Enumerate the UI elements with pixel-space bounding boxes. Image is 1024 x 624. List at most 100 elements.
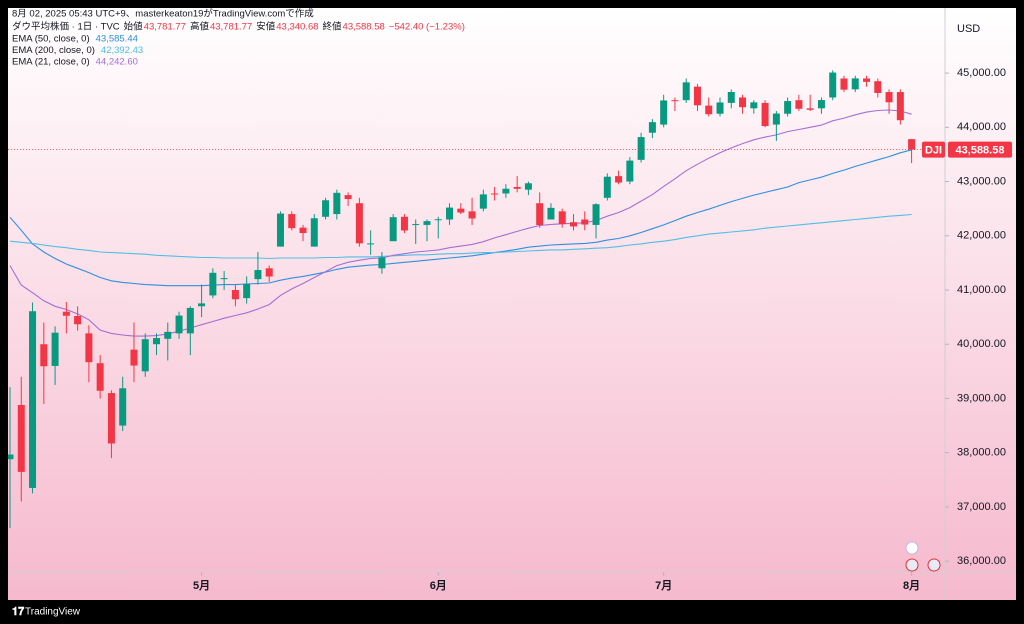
ohlc-label: 高値 [190, 21, 210, 33]
event-icon [927, 558, 941, 572]
candle-body [502, 188, 510, 194]
candle-body [107, 393, 115, 444]
candle-body [558, 211, 566, 225]
candle-body [276, 213, 284, 247]
candle-body [40, 344, 48, 367]
candle-body [547, 207, 555, 220]
ohlc-label: 安値 [256, 21, 276, 33]
candle-body [446, 207, 454, 220]
candle-body [851, 78, 859, 90]
x-tick-label: 7月 [655, 579, 672, 592]
candle-body [513, 186, 521, 189]
ohlc-value: 43,588.58 [343, 22, 385, 33]
candle-body [908, 139, 916, 150]
price-tag-bg [948, 141, 1012, 158]
symbol-title: ダウ平均株価 · 1日 · TVC [12, 21, 120, 33]
ohlc-value: 43,781.77 [144, 22, 186, 33]
candle-body [840, 78, 848, 90]
y-tick-label: 45,000.00 [957, 67, 1006, 79]
candle-body [367, 243, 375, 245]
candle-body [8, 454, 14, 460]
candle-body [772, 113, 780, 125]
candle-body [806, 108, 814, 110]
legend-label: EMA (50, close, 0) [12, 34, 90, 45]
candle-body [29, 311, 37, 488]
candle-body [355, 203, 363, 244]
candle-body [310, 218, 318, 247]
y-tick-label: 44,000.00 [957, 121, 1006, 133]
legend-label: EMA (200, close, 0) [12, 45, 95, 56]
legend-label: EMA (21, close, 0) [12, 57, 90, 68]
candle-body [784, 101, 792, 114]
candle-body [265, 268, 273, 277]
candle-body [739, 97, 747, 108]
candle-body [231, 290, 239, 300]
candle-body [524, 183, 532, 190]
ema-line [9, 109, 912, 337]
x-tick-label: 8月 [903, 579, 920, 592]
candle-body [750, 102, 758, 109]
candle-body [378, 257, 386, 269]
legend-value: 43,585.44 [96, 34, 138, 45]
candle-body [626, 160, 634, 182]
y-tick-label: 40,000.00 [957, 338, 1006, 350]
legend-value: 44,242.60 [96, 57, 138, 68]
candle-body [705, 105, 713, 115]
y-tick-label: 39,000.00 [957, 392, 1006, 404]
x-tick-label: 5月 [193, 579, 210, 592]
candle-body [727, 92, 735, 103]
candle-body [637, 137, 645, 160]
candle-body [74, 316, 82, 325]
candle-body [175, 315, 183, 334]
candle-body [62, 311, 70, 316]
candle-body [648, 122, 656, 133]
plot [8, 70, 916, 529]
candle-body [198, 303, 206, 307]
candle-body [592, 204, 600, 225]
candle-body [863, 78, 871, 82]
candle-body [682, 82, 690, 101]
candle-body [322, 200, 330, 217]
candle-body [660, 100, 668, 125]
candle-body [761, 102, 769, 127]
candle-body [423, 221, 431, 225]
candle-body [288, 214, 296, 229]
candle-body [457, 208, 465, 213]
y-tick-label: 43,000.00 [957, 175, 1006, 187]
candle-body [344, 195, 352, 200]
price-tag: 43,588.58 [956, 145, 1005, 157]
event-icon [905, 558, 919, 572]
currency: USD [957, 23, 980, 35]
candle-body [581, 219, 589, 225]
candle-body [153, 338, 161, 345]
candle-body [299, 227, 307, 234]
candle-body [51, 332, 59, 366]
candle-body [716, 102, 724, 114]
attribution: 8月 02, 2025 05:43 UTC+9、masterkeaton19がT… [12, 8, 314, 20]
event-icons [905, 541, 941, 572]
y-tick-label: 42,000.00 [957, 230, 1006, 242]
symbol-tag-bg [922, 141, 945, 158]
ohlc-value: 43,340.68 [276, 22, 318, 33]
candle-body [412, 224, 420, 226]
candle-body [896, 92, 904, 121]
candle-body [491, 193, 499, 195]
candle-body [693, 86, 701, 106]
candle-body [829, 72, 837, 98]
candle-body [570, 222, 577, 227]
candle-body [795, 100, 803, 109]
y-tick-label: 37,000.00 [957, 501, 1006, 513]
candle-body [220, 278, 228, 280]
candle-body [615, 176, 623, 183]
candle-body [164, 331, 172, 339]
candle-body [603, 176, 611, 198]
candle-body [671, 100, 679, 102]
legend-value: 42,392.43 [101, 45, 143, 56]
candle-body [119, 388, 127, 426]
ohlc-label: 終値 [323, 21, 343, 33]
candle-body [209, 272, 217, 296]
x-tick-label: 6月 [430, 579, 447, 592]
candle-body [479, 194, 487, 209]
panel [8, 8, 1016, 600]
